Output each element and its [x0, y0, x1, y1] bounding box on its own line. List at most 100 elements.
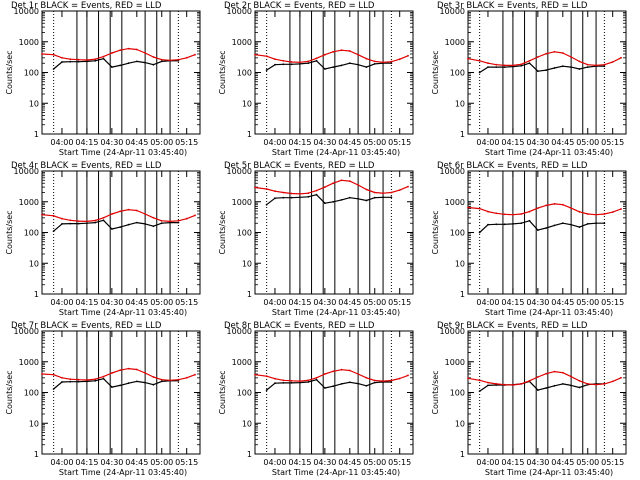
data-point	[254, 53, 256, 56]
data-point	[478, 207, 481, 210]
y-tick-label: 10	[29, 259, 39, 268]
data-point	[274, 382, 276, 385]
data-point	[595, 222, 597, 225]
x-axis-label: Start Time (24-Apr-11 03:45:40)	[59, 148, 187, 157]
y-tick-label: 10	[29, 419, 39, 428]
data-point	[307, 62, 310, 65]
data-point	[169, 59, 172, 62]
data-point	[382, 61, 384, 64]
data-point	[290, 379, 293, 382]
data-point	[553, 67, 556, 69]
data-point	[69, 58, 72, 61]
x-axis-label: Start Time (24-Apr-11 03:45:40)	[485, 468, 613, 477]
data-point	[119, 49, 122, 52]
data-point	[127, 47, 130, 50]
plot-frame	[41, 10, 201, 135]
data-point	[495, 63, 498, 66]
data-point	[357, 197, 359, 200]
data-point	[94, 379, 97, 382]
data-point	[620, 208, 622, 210]
data-point	[290, 63, 293, 66]
x-tick-label: 05:00	[363, 458, 386, 467]
data-point	[595, 383, 597, 386]
y-tick-label: 10	[242, 419, 252, 428]
data-point	[52, 230, 55, 233]
data-point	[94, 219, 97, 222]
data-point	[603, 213, 606, 215]
chart-svg: Det 4r BLACK = Events, RED = LLD 1 10 100 10…	[5, 161, 201, 317]
data-point	[561, 222, 564, 225]
data-point	[553, 50, 556, 53]
y-tick-label: 10	[455, 99, 465, 108]
x-tick-label: 05:15	[388, 298, 411, 307]
data-point	[324, 186, 326, 188]
series-line-lld	[254, 49, 409, 63]
chart-panel-5: Det 5r BLACK = Events, RED = LLD 1 10 100 10…	[213, 160, 426, 320]
y-axis-label: Counts/sec	[5, 50, 14, 94]
data-point	[119, 369, 122, 372]
data-point	[373, 63, 376, 65]
data-point	[52, 53, 55, 56]
y-axis-label: Counts/sec	[431, 370, 440, 414]
series-line-lld	[254, 179, 409, 195]
data-point	[307, 60, 310, 63]
data-point	[152, 225, 155, 228]
chart-title: Det 8r BLACK = Events, RED = LLD	[224, 321, 375, 331]
data-point	[282, 191, 285, 194]
data-point	[503, 213, 506, 216]
x-tick-label: 04:15	[501, 138, 524, 147]
y-tick-label: 10	[242, 259, 252, 268]
x-tick-label: 04:00	[50, 298, 73, 307]
data-point	[503, 383, 506, 386]
chart-svg: Det 2r BLACK = Events, RED = LLD 1 10 100 10…	[218, 1, 414, 157]
data-point	[407, 374, 409, 377]
data-point	[127, 223, 130, 226]
data-point	[299, 381, 301, 384]
x-tick-label: 04:00	[476, 298, 499, 307]
y-axis-label: Counts/sec	[431, 210, 440, 254]
x-tick-label: 05:00	[150, 138, 173, 147]
data-point	[86, 220, 88, 223]
data-point	[282, 379, 285, 382]
data-point	[495, 66, 498, 68]
data-point	[586, 223, 589, 225]
data-point	[586, 383, 589, 385]
x-tick-label: 04:15	[288, 298, 311, 307]
y-tick-label: 1	[460, 130, 465, 139]
data-point	[274, 58, 276, 61]
data-point	[315, 189, 318, 192]
data-point	[390, 62, 393, 65]
chart-panel-9: Det 9r BLACK = Events, RED = LLD 1 10 100 10…	[426, 320, 639, 480]
x-tick-label: 04:30	[100, 458, 123, 467]
data-point	[495, 212, 498, 215]
data-point	[595, 64, 597, 67]
data-point	[512, 213, 514, 216]
data-point	[332, 385, 335, 388]
data-point	[332, 200, 335, 203]
data-point	[265, 69, 268, 71]
data-point	[545, 52, 548, 55]
data-point	[169, 220, 172, 223]
data-point	[553, 224, 556, 227]
data-point	[603, 222, 606, 225]
data-point	[265, 389, 268, 391]
data-point	[357, 382, 359, 385]
data-point	[61, 376, 63, 379]
data-point	[382, 196, 384, 199]
data-point	[144, 213, 147, 215]
y-tick-label: 1	[460, 290, 465, 299]
data-point	[578, 386, 581, 389]
x-tick-label: 04:00	[50, 138, 73, 147]
data-point	[478, 231, 481, 234]
data-point	[373, 379, 376, 382]
x-tick-label: 04:15	[75, 298, 98, 307]
data-point	[265, 375, 268, 378]
data-point	[578, 68, 581, 70]
data-point	[487, 223, 489, 226]
x-tick-label: 04:45	[551, 138, 574, 147]
data-point	[407, 185, 409, 188]
data-point	[127, 382, 130, 385]
data-point	[537, 207, 539, 209]
x-tick-label: 04:15	[75, 458, 98, 467]
data-point	[365, 384, 368, 387]
